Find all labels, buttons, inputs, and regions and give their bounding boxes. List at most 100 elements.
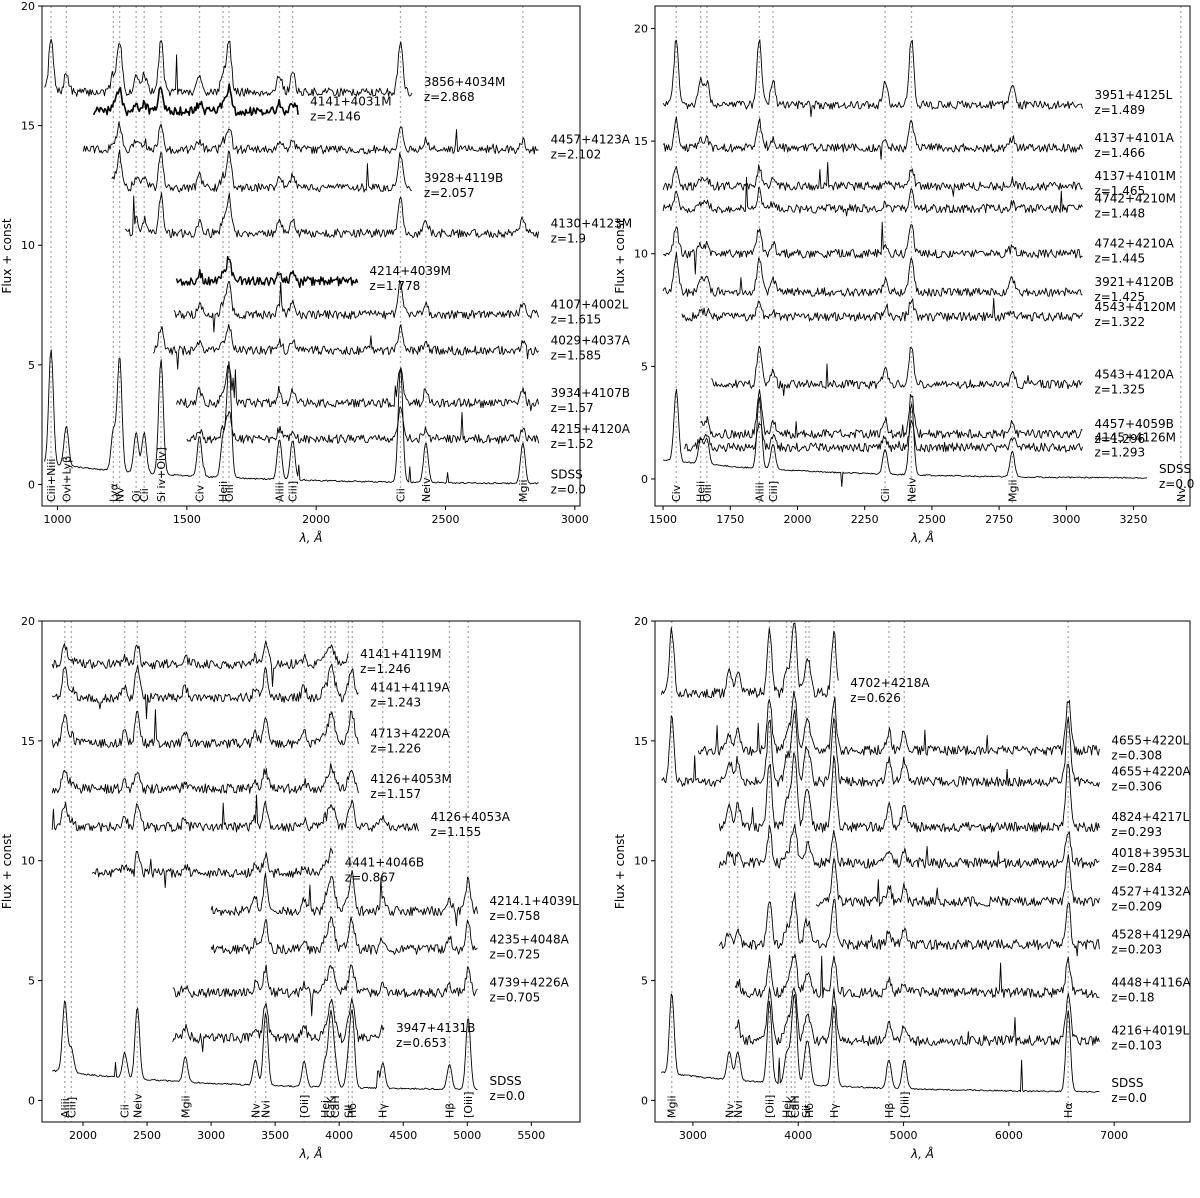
- spectrum-name: 4215+4120A: [551, 422, 631, 436]
- emission-line-label: Mgii: [666, 1095, 679, 1118]
- spectrum-name: 3856+4034M: [424, 75, 506, 89]
- y-tick-label: 20: [21, 0, 35, 13]
- axes-frame: [654, 620, 1191, 1123]
- spectrum-line: [700, 389, 1083, 439]
- spectra: [44, 38, 540, 485]
- x-tick-label: 4000: [325, 1129, 353, 1142]
- spectrum-line: [172, 997, 385, 1053]
- y-axis: 0 5 10 15 20 Flux + const: [0, 615, 42, 1107]
- spectrum-name: 4130+4123M: [551, 216, 633, 230]
- emission-line-label: Hγ: [377, 1103, 390, 1118]
- spectrum-redshift: z=1.9: [551, 231, 586, 245]
- spectrum-line: [662, 161, 1083, 197]
- x-tick-label: 7000: [1100, 1129, 1128, 1142]
- x-tick-label: 5000: [453, 1129, 481, 1142]
- y-axis-label: Flux + const: [0, 218, 14, 293]
- spectrum-redshift: z=2.057: [424, 186, 475, 200]
- y-tick-label: 10: [634, 855, 648, 868]
- emission-line-label: Oiii: [701, 484, 714, 502]
- emission-line-label: Hβ: [443, 1103, 456, 1118]
- emission-line-label: Oiii: [223, 484, 236, 502]
- spectrum-name: 4448+4116A: [1111, 976, 1191, 990]
- x-axis-label: λ, Å: [299, 530, 323, 545]
- x-tick-label: 2000: [302, 513, 330, 526]
- emission-line-label: Heii: [695, 481, 708, 502]
- spectrum-name: 4543+4120A: [1094, 367, 1174, 381]
- spectrum-line: [175, 255, 359, 289]
- spectrum-redshift: z=1.585: [551, 348, 602, 362]
- spectrum-name: 3951+4125L: [1094, 88, 1172, 102]
- spectrum-line: [662, 251, 1083, 297]
- spectrum-redshift: z=1.57: [551, 401, 594, 415]
- emission-line-label: Mgii: [517, 479, 530, 502]
- axes-frame: [41, 5, 581, 507]
- spectrum-line: [718, 823, 1100, 869]
- spectrum-redshift: z=1.157: [370, 787, 421, 801]
- x-tick-label: 2000: [783, 513, 811, 526]
- y-tick-label: 5: [28, 359, 35, 372]
- spectrum-name: 4527+4132A: [1111, 884, 1191, 898]
- spectrum-name: 4742+4210M: [1094, 192, 1176, 206]
- emission-line-label: Cii: [879, 488, 892, 502]
- emission-line-label: Sii: [800, 1105, 813, 1118]
- spectrum-redshift: z=1.465: [1094, 184, 1145, 198]
- x-tick-label: 3000: [561, 513, 589, 526]
- spectrum-redshift: z=0.308: [1111, 748, 1162, 762]
- spectra: [662, 39, 1148, 488]
- spectrum-redshift: z=2.868: [424, 90, 475, 104]
- emission-line-label: Ciii]: [65, 1097, 78, 1118]
- spectrum-line: [718, 752, 1100, 833]
- emission-line-label: Oi: [130, 490, 143, 502]
- emission-line-label: CaH: [789, 1095, 802, 1118]
- spectrum-redshift: z=1.322: [1094, 315, 1145, 329]
- spectrum-line: [176, 365, 540, 412]
- emission-line-label: Nv: [249, 1103, 262, 1118]
- x-tick-label: 2000: [69, 1129, 97, 1142]
- spectrum-redshift: z=0.725: [490, 947, 541, 961]
- x-tick-label: 3000: [1052, 513, 1080, 526]
- spectrum-name: 4543+4120M: [1094, 300, 1176, 314]
- spectrum-line: [684, 419, 1083, 453]
- emission-line-label: Nv: [723, 1103, 736, 1118]
- spectrum-line: [734, 987, 1100, 1047]
- emission-line-label: Hγ: [828, 1103, 841, 1118]
- emission-line-label: Heii: [217, 481, 230, 502]
- emission-line-label: Hα: [1062, 1102, 1075, 1118]
- spectrum-line: [82, 121, 539, 155]
- emission-line-label: Cii: [138, 488, 151, 502]
- emission-line-label: Ovi+Lyβ: [60, 456, 73, 502]
- spectrum-line: [661, 993, 1100, 1093]
- spectrum-line: [697, 690, 1100, 756]
- spectrum-line: [662, 39, 1083, 118]
- y-tick-label: 15: [21, 120, 35, 133]
- spectrum-redshift: z=0.705: [490, 991, 541, 1005]
- emission-line-label: Cii: [394, 488, 407, 502]
- x-tick-label: 5500: [517, 1129, 545, 1142]
- x-tick-label: 1750: [716, 513, 744, 526]
- spectrum-line: [210, 916, 478, 955]
- spectrum-name: 4824+4217L: [1111, 810, 1189, 824]
- spectrum-redshift: z=0.293: [1111, 825, 1162, 839]
- spectrum-line: [92, 83, 299, 117]
- emission-line-label: Ciii+Niii: [45, 459, 58, 502]
- x-tick-label: 6000: [995, 1129, 1023, 1142]
- x-tick-label: 3250: [1120, 513, 1148, 526]
- spectrum-line: [51, 763, 359, 794]
- spectrum-line: [815, 854, 1100, 907]
- emission-line-label: Neiv: [131, 1093, 144, 1118]
- spectrum-line: [662, 176, 1083, 217]
- spectrum-name: 4655+4220L: [1111, 733, 1189, 747]
- emission-line-label: Neiv: [905, 477, 918, 502]
- x-tick-label: 3000: [197, 1129, 225, 1142]
- y-axis-label: Flux + const: [0, 834, 14, 909]
- spectrum-name: 4235+4048A: [490, 932, 570, 946]
- emission-line-label: Aliii: [273, 482, 286, 502]
- spectrum-redshift: z=0.103: [1111, 1038, 1162, 1052]
- emission-line-label: Hδ: [346, 1103, 359, 1118]
- y-tick-label: 10: [21, 855, 35, 868]
